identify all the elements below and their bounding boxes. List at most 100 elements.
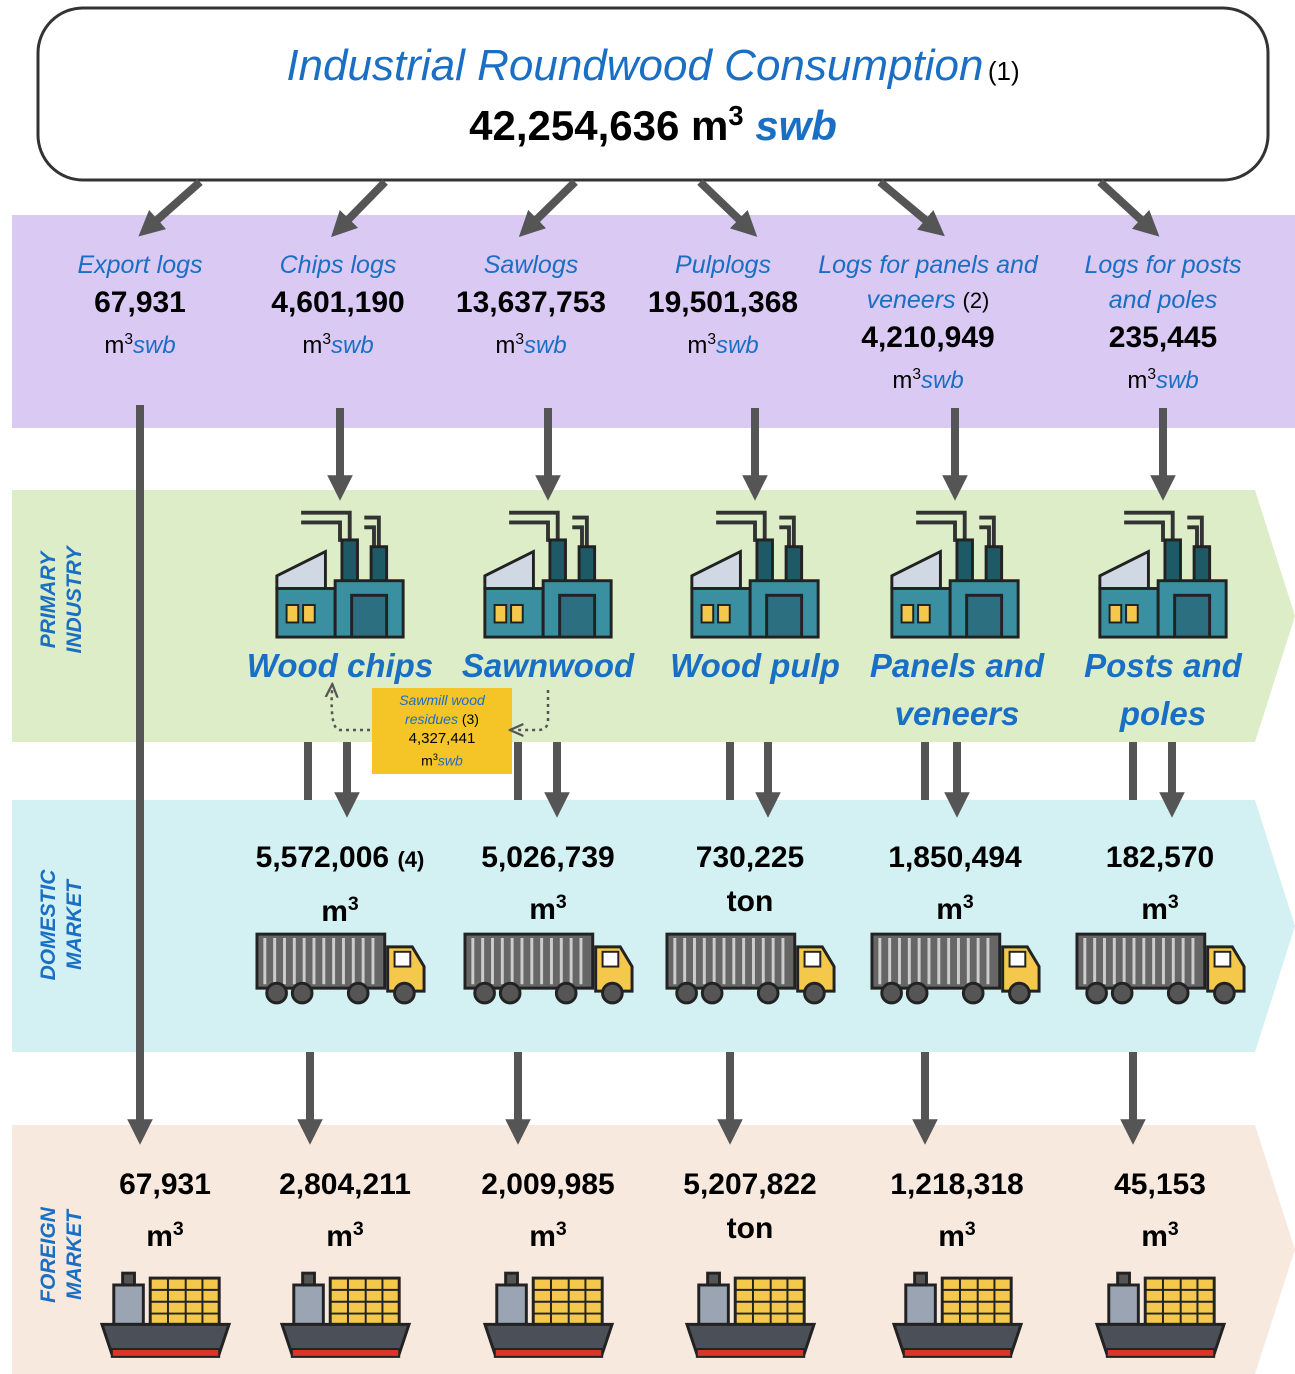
log-name-line: Logs for posts and poles <box>1073 248 1253 318</box>
market-volume: 5,026,739 <box>481 841 614 874</box>
market-unit: m <box>321 895 348 928</box>
market-unit-line: m3 <box>888 880 1021 932</box>
market-volume-line: 1,218,318 <box>890 1163 1023 1207</box>
header-box <box>38 8 1268 180</box>
log-volume: 19,501,368 <box>623 283 823 323</box>
product-name: Posts and poles <box>1053 642 1273 738</box>
ship-icon <box>687 1273 814 1357</box>
market-unit: ton <box>727 885 774 918</box>
market-item: 5,207,822 ton <box>683 1163 816 1251</box>
ship-icon <box>282 1273 409 1357</box>
market-unit: m <box>1141 1220 1168 1253</box>
band-label-line: FOREIGN <box>36 1207 62 1303</box>
market-unit: m <box>1141 893 1168 926</box>
market-volume: 67,931 <box>119 1168 211 1201</box>
log-unit: m <box>104 332 124 359</box>
log-unit-exponent: 3 <box>515 331 524 348</box>
log-name: Pulplogs <box>675 251 771 279</box>
market-unit: m <box>326 1220 353 1253</box>
market-unit-exponent: 3 <box>348 893 359 915</box>
market-unit-line: m3 <box>1114 1207 1206 1259</box>
residues-unit-line: m3swb <box>377 748 507 771</box>
market-unit-line: m3 <box>890 1207 1023 1259</box>
diagram: Industrial Roundwood Consumption (1) 42,2… <box>0 0 1295 1374</box>
log-unit: m <box>495 332 515 359</box>
market-item: 5,572,006 (4) m3 <box>256 836 425 934</box>
log-unit-basis: swb <box>1156 367 1199 394</box>
product-name: Wood chips <box>230 642 450 690</box>
log-name-line: Logs for panels and veneers (2) <box>808 248 1048 318</box>
ship-icon <box>485 1273 612 1357</box>
product-name: Panels and veneers <box>847 642 1067 738</box>
market-volume-line: 5,026,739 <box>481 836 614 880</box>
residues-label-line: Sawmill wood residues (3) <box>377 691 507 729</box>
market-volume-line: 5,572,006 (4) <box>256 836 425 882</box>
market-note: (4) <box>397 847 424 872</box>
log-name: Logs for posts and poles <box>1084 251 1241 314</box>
market-unit: ton <box>727 1212 774 1245</box>
market-volume: 2,804,211 <box>279 1168 411 1201</box>
header-title-line: Industrial Roundwood Consumption (1) <box>286 40 1019 93</box>
market-volume: 730,225 <box>696 841 804 874</box>
market-unit-exponent: 3 <box>963 891 974 913</box>
band-label-line: DOMESTIC <box>36 870 62 981</box>
market-item: 2,009,985 m3 <box>481 1163 614 1259</box>
log-name: Export logs <box>77 251 202 279</box>
market-unit: m <box>936 893 963 926</box>
log-unit-line: m3swb <box>431 323 631 363</box>
log-unit: m <box>1127 367 1147 394</box>
market-unit-line: m3 <box>481 1207 614 1259</box>
market-item: 45,153 m3 <box>1114 1163 1206 1259</box>
log-unit-basis: swb <box>524 332 567 359</box>
market-item: 67,931 m3 <box>119 1163 211 1259</box>
header-title: Industrial Roundwood Consumption <box>286 41 983 90</box>
log-unit-line: m3swb <box>808 358 1048 398</box>
ship-icon <box>102 1273 229 1357</box>
band-domestic <box>12 800 1295 1052</box>
market-unit-exponent: 3 <box>556 891 567 913</box>
market-volume-line: 1,850,494 <box>888 836 1021 880</box>
market-volume-line: 182,570 <box>1106 836 1214 880</box>
log-unit-exponent: 3 <box>124 331 133 348</box>
market-volume: 5,207,822 <box>683 1168 816 1201</box>
header-unit-exponent: 3 <box>728 100 743 131</box>
market-volume: 45,153 <box>1114 1168 1206 1201</box>
log-name-line: Pulplogs <box>623 248 823 283</box>
market-unit: m <box>529 893 556 926</box>
market-unit-exponent: 3 <box>1168 1218 1179 1240</box>
market-volume: 182,570 <box>1106 841 1214 874</box>
market-item: 182,570 m3 <box>1106 836 1214 932</box>
market-unit-exponent: 3 <box>1168 891 1179 913</box>
market-unit-exponent: 3 <box>173 1218 184 1240</box>
market-unit: m <box>146 1220 173 1253</box>
log-volume: 235,445 <box>1073 318 1253 358</box>
header-total-line: 42,254,636 m3 swb <box>469 100 837 151</box>
market-unit-line: m3 <box>119 1207 211 1259</box>
log-unit-line: m3swb <box>40 323 240 363</box>
market-unit-line: m3 <box>1106 880 1214 932</box>
market-volume-line: 730,225 <box>696 836 804 880</box>
log-type: Logs for posts and poles235,445m3swb <box>1073 248 1253 398</box>
log-note: (2) <box>963 288 990 313</box>
log-unit: m <box>687 332 707 359</box>
market-volume: 2,009,985 <box>481 1168 614 1201</box>
market-unit-exponent: 3 <box>556 1218 567 1240</box>
log-unit-basis: swb <box>133 332 176 359</box>
log-volume: 13,637,753 <box>431 283 631 323</box>
header-unit-basis: swb <box>755 102 837 149</box>
header-note: (1) <box>988 56 1020 86</box>
band-label-line: INDUSTRY <box>62 547 88 654</box>
ship-icon <box>1097 1273 1224 1357</box>
band-label-line: MARKET <box>62 870 88 981</box>
market-item: 5,026,739 m3 <box>481 836 614 932</box>
log-name-line: Sawlogs <box>431 248 631 283</box>
header-total: 42,254,636 <box>469 102 679 149</box>
log-unit: m <box>892 367 912 394</box>
log-unit-basis: swb <box>331 332 374 359</box>
log-unit-exponent: 3 <box>322 331 331 348</box>
